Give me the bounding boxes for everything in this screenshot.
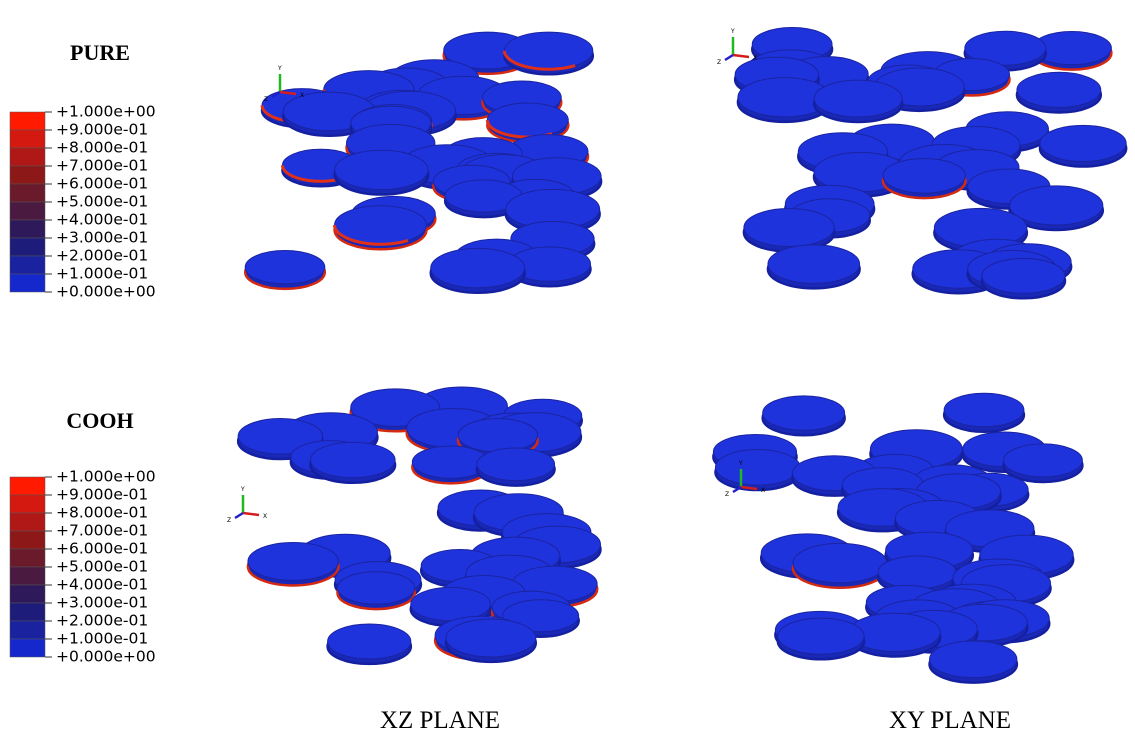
- legend-label: +4.000e-01: [56, 576, 148, 594]
- disc-top: [982, 258, 1065, 293]
- disc-top: [1010, 186, 1103, 225]
- legend-swatch: [10, 202, 45, 220]
- triad-label: X: [300, 92, 304, 99]
- legend-label: +5.000e-01: [56, 193, 148, 211]
- legend-swatch: [10, 148, 45, 166]
- triad-label: Y: [738, 460, 743, 467]
- disc-top: [878, 556, 956, 589]
- legend-label: +2.000e-01: [56, 612, 148, 630]
- disc-top: [337, 572, 414, 604]
- disc-top: [328, 624, 411, 659]
- legend-swatch: [10, 130, 45, 148]
- triad-label: Z: [227, 517, 231, 524]
- legend-swatch: [10, 184, 45, 202]
- column-label: XY PLANE: [889, 707, 1011, 733]
- disc-top: [814, 80, 902, 117]
- legend-swatch: [10, 495, 45, 513]
- legend-swatch: [10, 531, 45, 549]
- column-label: XZ PLANE: [380, 707, 500, 733]
- disc-top: [245, 250, 325, 283]
- disc-top: [310, 442, 395, 478]
- legend-label: +0.000e+00: [56, 648, 156, 666]
- legend-swatch: [10, 256, 45, 274]
- triad-label: Y: [240, 486, 245, 493]
- legend-label: +4.000e-01: [56, 211, 148, 229]
- triad-label: X: [753, 55, 757, 62]
- legend-label: +0.000e+00: [56, 283, 156, 301]
- triad-label: Z: [725, 491, 729, 498]
- disc-top: [715, 450, 800, 486]
- disc-top: [793, 543, 887, 582]
- legend-label: +5.000e-01: [56, 558, 148, 576]
- disc-top: [431, 248, 525, 287]
- disc-top: [883, 158, 965, 193]
- panel-label: COOH: [66, 408, 133, 433]
- disc-top: [930, 641, 1017, 678]
- disc-top: [477, 448, 555, 481]
- legend-label: +7.000e-01: [56, 522, 148, 540]
- figure: YZXYZXYZXYZXPURE+1.000e+00+9.000e-01+8.0…: [0, 0, 1135, 733]
- legend-label: +2.000e-01: [56, 247, 148, 265]
- disc-top: [458, 419, 538, 452]
- legend-label: +1.000e-01: [56, 265, 148, 283]
- legend-label: +1.000e+00: [56, 468, 156, 486]
- legend-swatch: [10, 166, 45, 184]
- disc-top: [763, 396, 845, 430]
- triad-label: Z: [264, 96, 268, 103]
- triad-label: Y: [277, 65, 282, 72]
- triad-label: X: [263, 513, 267, 520]
- legend-swatch: [10, 513, 45, 531]
- triad-label: X: [761, 487, 765, 494]
- legend-swatch: [10, 567, 45, 585]
- legend-label: +1.000e+00: [56, 103, 156, 121]
- legend-label: +6.000e-01: [56, 540, 148, 558]
- disc-top: [768, 245, 860, 284]
- disc-top: [1017, 72, 1101, 107]
- legend-label: +7.000e-01: [56, 157, 148, 175]
- legend-label: +8.000e-01: [56, 139, 148, 157]
- disc-top: [944, 393, 1024, 426]
- legend-label: +9.000e-01: [56, 486, 148, 504]
- legend-swatch: [10, 621, 45, 639]
- legend-swatch: [10, 585, 45, 603]
- disc-top: [744, 209, 834, 247]
- disc-top: [1040, 125, 1126, 161]
- legend-swatch: [10, 639, 45, 657]
- legend-label: +6.000e-01: [56, 175, 148, 193]
- disc-top: [1004, 444, 1083, 477]
- legend-label: +9.000e-01: [56, 121, 148, 139]
- triad-label: Z: [717, 59, 721, 66]
- legend-swatch: [10, 274, 45, 292]
- legend-label: +3.000e-01: [56, 229, 148, 247]
- legend-label: +1.000e-01: [56, 630, 148, 648]
- legend-swatch: [10, 238, 45, 256]
- disc-top: [335, 150, 428, 189]
- legend-swatch: [10, 477, 45, 495]
- triad-label: Y: [730, 28, 735, 35]
- legend-label: +3.000e-01: [56, 594, 148, 612]
- legend-swatch: [10, 220, 45, 238]
- legend-swatch: [10, 549, 45, 567]
- panel-label: PURE: [70, 40, 130, 65]
- disc-top: [248, 542, 338, 580]
- disc-top: [778, 618, 864, 654]
- legend-swatch: [10, 603, 45, 621]
- legend-swatch: [10, 112, 45, 130]
- disc-top: [446, 619, 536, 657]
- legend-label: +8.000e-01: [56, 504, 148, 522]
